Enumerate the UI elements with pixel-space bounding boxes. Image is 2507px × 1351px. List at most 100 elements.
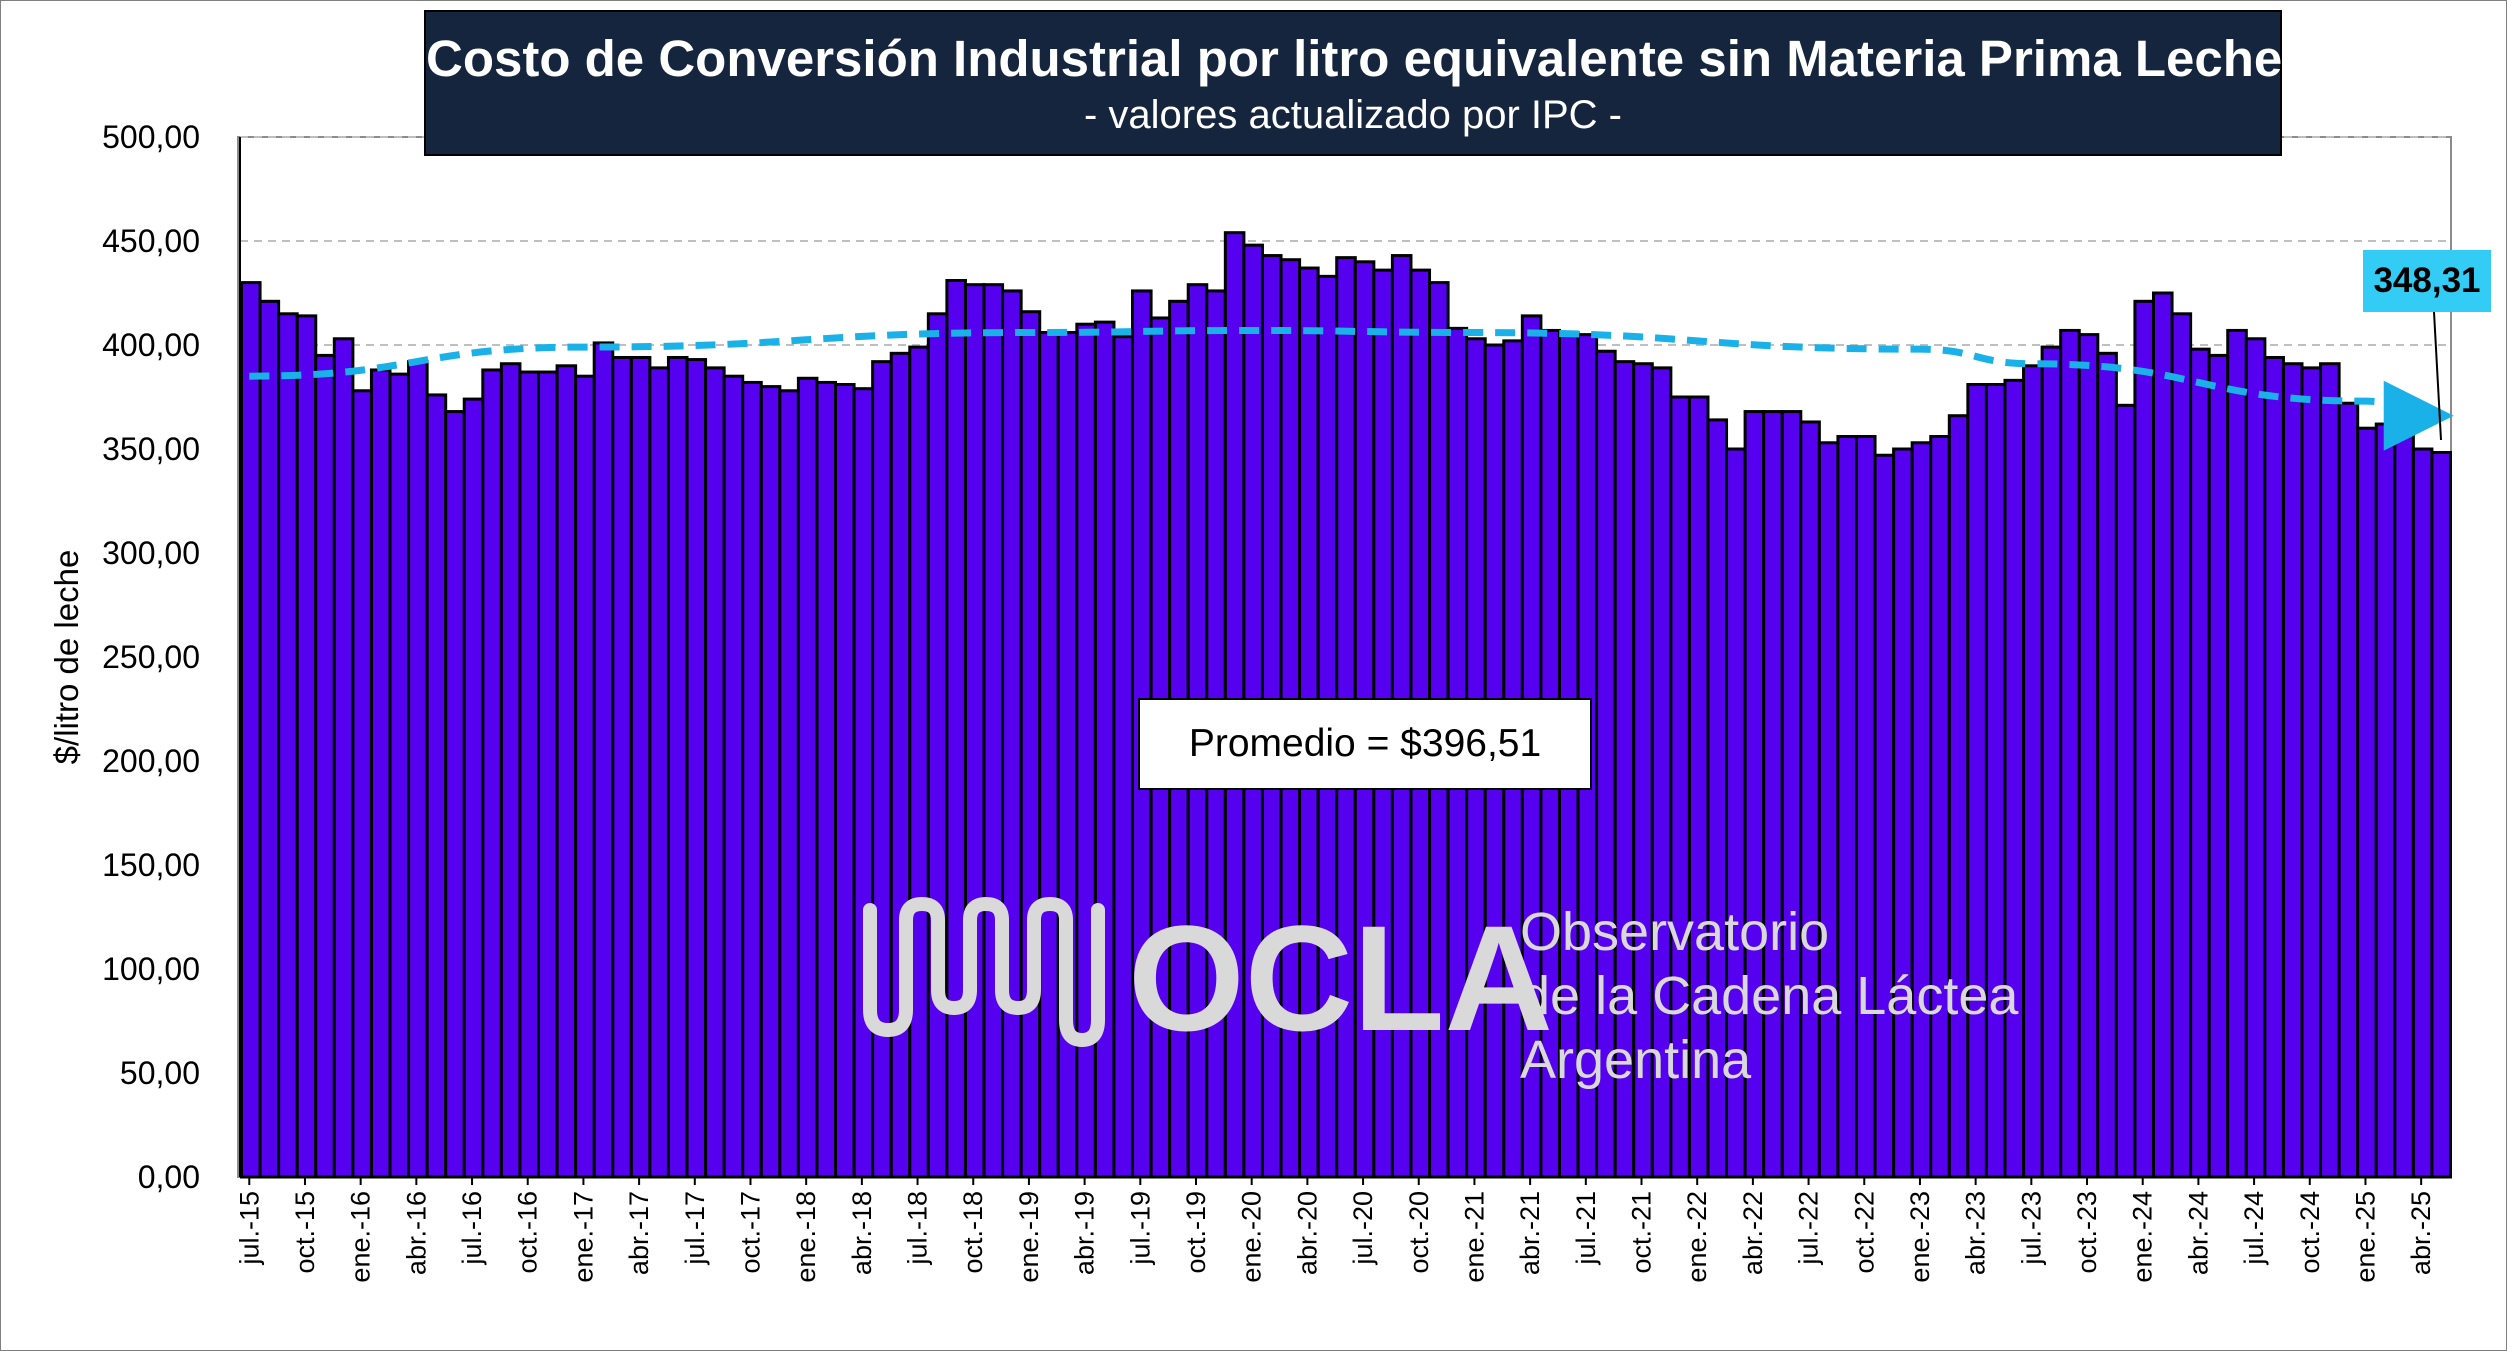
x-tick-label: ene.-16 — [346, 1191, 376, 1283]
x-tick-label: oct.-21 — [1627, 1191, 1657, 1274]
x-tick-label: jul.-22 — [1794, 1191, 1824, 1266]
bar — [351, 389, 373, 1179]
bar — [648, 366, 670, 1179]
bar — [2300, 366, 2323, 1179]
bar — [2151, 291, 2174, 1179]
bar — [240, 281, 262, 1179]
x-tick-label: oct.-16 — [513, 1191, 543, 1274]
bar — [2263, 355, 2285, 1179]
x-tick-label: abr.-22 — [1738, 1191, 1768, 1275]
bar — [2059, 328, 2081, 1179]
bar — [685, 358, 708, 1179]
y-axis-label: $/litro de leche — [48, 550, 85, 765]
bar — [258, 299, 281, 1179]
x-tick-label: abr.-17 — [624, 1191, 654, 1275]
x-tick-label: oct.-22 — [1849, 1191, 1879, 1274]
bar — [666, 355, 689, 1179]
bar — [2319, 362, 2341, 1179]
bar — [704, 366, 726, 1179]
watermark-line2: de la Cadena Láctea — [1520, 966, 2019, 1026]
y-axis: 0,00 50,00 100,00 150,00 200,00 250,00 300,00 3… — [102, 119, 241, 1195]
trend-line — [249, 326, 2454, 451]
x-tick-label: jul.-21 — [1571, 1191, 1601, 1266]
x-tick-label: ene.-18 — [791, 1191, 821, 1283]
average-annotation: Promedio = $396,51 — [1138, 698, 1592, 790]
x-tick-label: oct.-19 — [1181, 1191, 1211, 1274]
bar — [369, 368, 392, 1179]
bar — [2430, 451, 2453, 1179]
x-tick-label: abr.-19 — [1070, 1191, 1100, 1275]
x-tick-label: oct.-23 — [2072, 1191, 2102, 1274]
bar — [444, 410, 466, 1179]
watermark-brand: OCLA — [1128, 894, 1553, 1062]
y-tick-label: 350,00 — [102, 431, 200, 467]
ocla-watermark: OCLA Observatorio de la Cadena Láctea Ar… — [860, 890, 2060, 1120]
bar — [574, 374, 596, 1179]
bar — [722, 374, 745, 1179]
y-tick-label: 300,00 — [102, 535, 200, 571]
x-tick-label: oct.-20 — [1404, 1191, 1434, 1274]
bar — [314, 353, 336, 1179]
bar — [462, 397, 485, 1179]
bar — [2133, 299, 2155, 1179]
x-tick-label: abr.-24 — [2183, 1191, 2213, 1275]
chart-title-box: Costo de Conversión Industrial por litro… — [424, 10, 2282, 156]
bar — [2337, 401, 2360, 1179]
x-axis: jul.-15 oct.-15 ene.-16 abr.-16 jul.-16 oct.-… — [234, 1176, 2449, 1283]
y-tick-label: 0,00 — [138, 1159, 200, 1195]
bar — [629, 355, 652, 1179]
y-tick-label: 100,00 — [102, 951, 200, 987]
bar — [481, 368, 503, 1179]
bar — [2393, 424, 2415, 1179]
x-tick-label: jul.-24 — [2239, 1191, 2269, 1266]
bar — [815, 380, 838, 1179]
x-tick-label: jul.-15 — [234, 1191, 264, 1266]
x-tick-label: abr.-23 — [1961, 1191, 1991, 1275]
x-tick-label: ene.-20 — [1237, 1191, 1267, 1283]
trend-path — [249, 326, 2454, 451]
x-tick-label: jul.-20 — [1348, 1191, 1378, 1266]
bar — [592, 341, 615, 1179]
ocla-wave-logo-icon — [863, 897, 1105, 1047]
x-tick-label: abr.-21 — [1515, 1191, 1545, 1275]
bar — [499, 362, 522, 1179]
bar — [2244, 337, 2267, 1179]
chart-title: Costo de Conversión Industrial por litro… — [426, 30, 2283, 87]
bar — [2189, 347, 2211, 1179]
bar — [759, 385, 782, 1179]
bar — [2356, 426, 2378, 1179]
last-value-callout-line — [2433, 311, 2442, 441]
last-value-annotation: 348,31 — [2363, 250, 2491, 312]
watermark-line3: Argentina — [1520, 1030, 1752, 1090]
bar — [407, 360, 429, 1179]
x-tick-label: ene.-19 — [1014, 1191, 1044, 1283]
bar — [2411, 447, 2434, 1179]
x-tick-label: abr.-20 — [1292, 1191, 1322, 1275]
y-tick-label: 150,00 — [102, 847, 200, 883]
bar — [611, 355, 633, 1179]
bar — [2114, 403, 2137, 1179]
bar — [537, 370, 559, 1179]
x-tick-label: jul.-17 — [680, 1191, 710, 1266]
x-tick-label: ene.-24 — [2128, 1191, 2158, 1283]
bar — [2374, 422, 2397, 1179]
x-tick-label: jul.-18 — [903, 1191, 933, 1266]
x-tick-label: jul.-23 — [2016, 1191, 2046, 1266]
bar — [295, 314, 318, 1179]
x-tick-label: jul.-16 — [457, 1191, 487, 1266]
y-tick-label: 450,00 — [102, 223, 200, 259]
x-tick-label: ene.-25 — [2350, 1191, 2380, 1283]
bar — [277, 312, 299, 1179]
x-tick-label: oct.-18 — [958, 1191, 988, 1274]
bar — [555, 364, 578, 1179]
x-tick-label: abr.-16 — [401, 1191, 431, 1275]
watermark-line1: Observatorio — [1520, 902, 1829, 962]
bar — [2281, 362, 2304, 1179]
y-tick-label: 200,00 — [102, 743, 200, 779]
x-tick-label: ene.-17 — [568, 1191, 598, 1283]
x-tick-label: abr.-25 — [2406, 1191, 2436, 1275]
y-tick-label: 50,00 — [120, 1055, 200, 1091]
bar — [332, 337, 355, 1179]
bar — [518, 370, 541, 1179]
x-tick-label: ene.-23 — [1905, 1191, 1935, 1283]
